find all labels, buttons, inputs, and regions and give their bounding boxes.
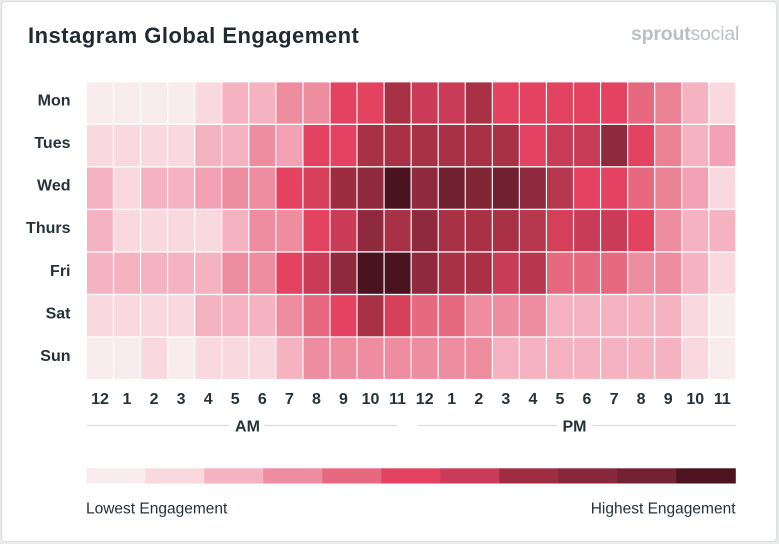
svg-text:1: 1 bbox=[447, 391, 456, 408]
svg-text:Wed: Wed bbox=[37, 178, 70, 195]
svg-text:Sun: Sun bbox=[40, 348, 70, 365]
svg-text:6: 6 bbox=[258, 391, 267, 408]
svg-text:Lowest Engagement: Lowest Engagement bbox=[86, 501, 228, 518]
svg-text:Thurs: Thurs bbox=[26, 220, 71, 237]
svg-text:Highest Engagement: Highest Engagement bbox=[591, 501, 736, 518]
svg-text:9: 9 bbox=[339, 391, 348, 408]
svg-text:7: 7 bbox=[610, 391, 619, 408]
svg-text:7: 7 bbox=[285, 391, 294, 408]
svg-text:11: 11 bbox=[714, 391, 731, 408]
svg-text:4: 4 bbox=[528, 391, 537, 408]
svg-text:11: 11 bbox=[389, 391, 406, 408]
svg-text:1: 1 bbox=[123, 391, 132, 408]
svg-text:10: 10 bbox=[686, 391, 704, 408]
svg-text:4: 4 bbox=[204, 391, 213, 408]
svg-text:Fri: Fri bbox=[50, 263, 70, 280]
svg-text:Tues: Tues bbox=[34, 135, 70, 152]
svg-text:AM: AM bbox=[235, 419, 260, 436]
svg-text:2: 2 bbox=[150, 391, 159, 408]
svg-text:5: 5 bbox=[231, 391, 240, 408]
svg-text:3: 3 bbox=[501, 391, 510, 408]
svg-text:5: 5 bbox=[556, 391, 565, 408]
svg-text:2: 2 bbox=[474, 391, 483, 408]
svg-text:Sat: Sat bbox=[46, 305, 72, 322]
svg-text:6: 6 bbox=[583, 391, 592, 408]
svg-text:PM: PM bbox=[563, 419, 587, 436]
svg-text:12: 12 bbox=[91, 391, 109, 408]
svg-text:9: 9 bbox=[664, 391, 673, 408]
svg-text:3: 3 bbox=[177, 391, 186, 408]
svg-text:12: 12 bbox=[416, 391, 434, 408]
svg-text:10: 10 bbox=[362, 391, 380, 408]
svg-text:8: 8 bbox=[637, 391, 646, 408]
svg-text:Mon: Mon bbox=[38, 93, 71, 110]
svg-text:8: 8 bbox=[312, 391, 321, 408]
